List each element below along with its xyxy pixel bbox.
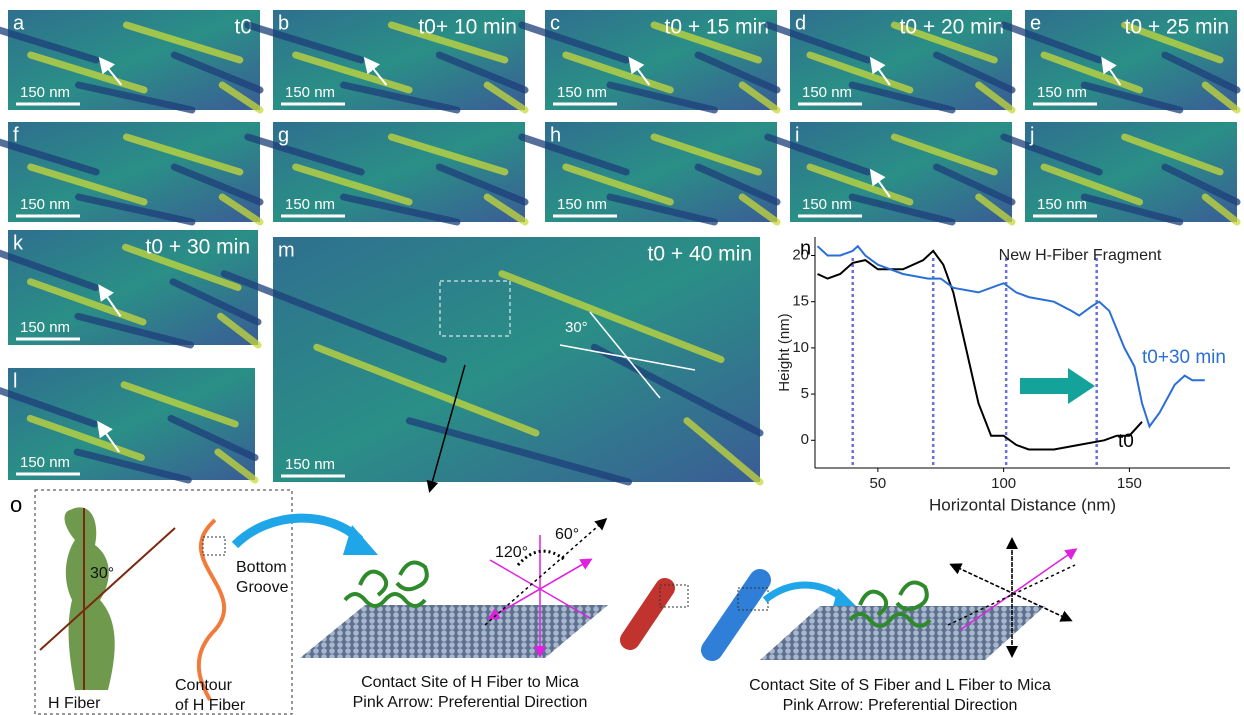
afm-panel: b t0+ 10 min 150 nm [248,10,525,110]
time-label: t0 + 20 min [900,16,1004,39]
afm-panel: j 150 nm [1004,122,1237,222]
scale-label: 150 nm [20,84,70,101]
y-tick-label: 10 [792,339,809,356]
panel-letter: j [1029,124,1034,146]
series-line [818,246,1205,426]
scale-label: 150 nm [285,196,335,213]
afm-panel: e t0 + 25 min 150 nm [1004,10,1237,110]
afm-panel: d t0 + 20 min 150 nm [768,10,1012,110]
time-label: t0+ 10 min [418,16,517,39]
panel-letter: a [13,12,25,34]
panel-letter: o [10,492,22,517]
y-tick-label: 0 [801,431,809,448]
panel-letter: e [1030,12,1041,34]
figure: at0150 nmbt0+ 10 min150 nmct0 + 15 min15… [0,0,1244,715]
fiber-label: H Fiber [48,695,101,712]
scale-label: 150 nm [20,319,70,336]
zoom-arrow [235,518,360,545]
panel-letter: n [800,237,811,259]
panel-letter: i [795,124,799,146]
series-line [818,251,1143,450]
caption: Pink Arrow: Preferential Direction [783,697,1018,714]
scale-label: 150 nm [802,84,852,101]
afm-panel: h 150 nm [522,122,777,222]
afm-panel: g 150 nm [248,122,525,222]
scale-label: 150 nm [802,196,852,213]
groove-label: Bottom [236,559,287,576]
scale-label: 150 nm [557,84,607,101]
scale-label: 150 nm [285,456,335,473]
time-label: t0 + 30 min [146,236,250,259]
panel-letter: g [278,124,289,146]
y-tick-label: 15 [792,293,809,310]
zoom-arrow [765,585,845,600]
annotation: New H-Fiber Fragment [999,247,1162,264]
caption: Contact Site of H Fiber to Mica [361,674,579,691]
time-label: t0 + 40 min [648,243,752,266]
series-label: t0 [1118,431,1134,452]
panel-letter: c [550,12,560,34]
caption: Contact Site of S Fiber and L Fiber to M… [749,677,1051,694]
afm-panel: m t0 + 40 min 150 nm 30° [224,237,760,482]
y-tick-label: 5 [801,385,809,402]
x-axis-label: Horizontal Distance (nm) [929,495,1116,514]
time-label: t0 + 15 min [665,16,769,39]
scale-label: 150 nm [1037,84,1087,101]
panel-letter: f [13,124,19,146]
afm-panel: i 150 nm [768,122,1012,222]
panel-letter: m [278,239,295,261]
afm-panel: l 150 nm [0,368,255,480]
l-fiber [712,580,760,650]
contour-label: of H Fiber [175,697,246,714]
y-axis-label: Height (nm) [776,313,793,391]
contour-label: Contour [175,677,233,694]
panel-letter: d [795,12,806,34]
angle-label: 60° [555,526,579,543]
series-label: t0+30 min [1142,347,1226,368]
shift-arrow [1020,368,1095,404]
zoom-box [203,537,225,555]
panel-letter: b [278,12,289,34]
angle-label: 120° [495,544,528,561]
scale-label: 150 nm [20,196,70,213]
scale-label: 150 nm [20,454,70,471]
time-label: t0 + 25 min [1125,16,1229,39]
groove-label: Groove [236,579,289,596]
panel-letter: k [13,232,24,254]
x-tick-label: 150 [1117,475,1142,492]
x-tick-label: 50 [870,475,887,492]
scale-label: 150 nm [285,84,335,101]
angle-label: 30° [565,319,588,336]
caption: Pink Arrow: Preferential Direction [353,694,588,711]
afm-panel: k t0 + 30 min 150 nm [0,230,258,345]
angle-label: 30° [90,565,114,582]
panel-letter: l [13,370,17,392]
scale-label: 150 nm [557,196,607,213]
panel-letter: h [550,124,561,146]
mica-surface [300,605,608,658]
protein [345,563,427,607]
scale-label: 150 nm [1037,196,1087,213]
afm-panel: f 150 nm [0,122,260,222]
x-tick-label: 100 [991,475,1016,492]
h-fiber-shape [65,507,115,690]
afm-panel: c t0 + 15 min 150 nm [522,10,777,110]
